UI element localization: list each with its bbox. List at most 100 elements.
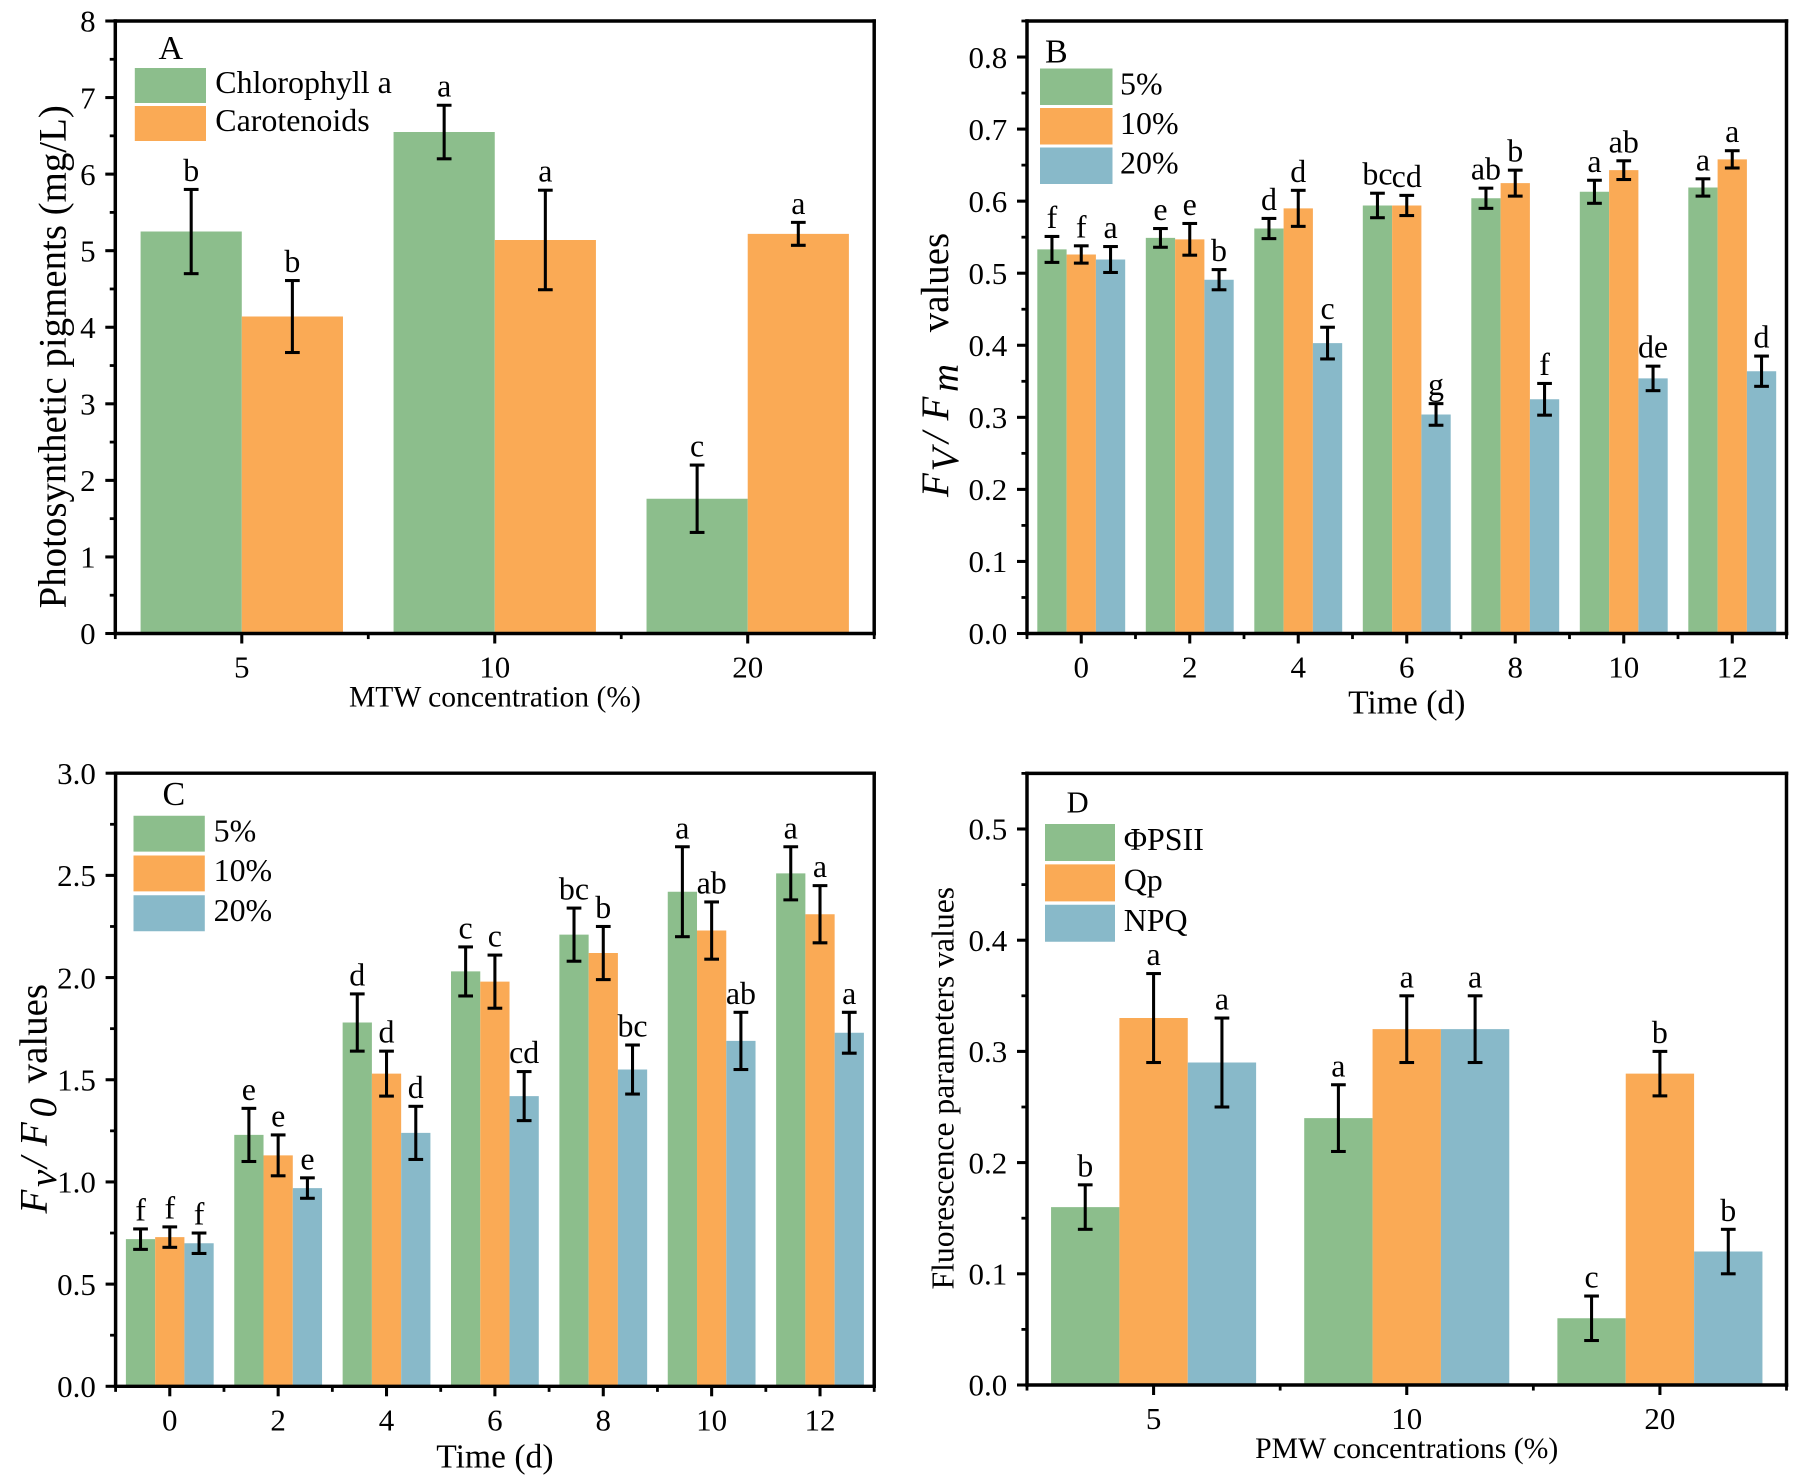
svg-text:Carotenoids: Carotenoids [215, 103, 369, 138]
svg-text:F: F [12, 1189, 55, 1215]
svg-text:0.5: 0.5 [969, 256, 1008, 291]
svg-text:g: g [1428, 367, 1444, 402]
svg-text:NPQ: NPQ [1124, 903, 1188, 938]
svg-text:8: 8 [596, 1402, 611, 1437]
svg-text:MTW concentration (%): MTW concentration (%) [349, 681, 641, 713]
svg-text:A: A [159, 30, 184, 67]
svg-text:0: 0 [1074, 649, 1089, 684]
svg-text:f: f [1076, 209, 1087, 244]
svg-text:c: c [459, 910, 473, 945]
svg-text:5%: 5% [214, 813, 257, 848]
svg-text:8: 8 [80, 4, 95, 39]
svg-text:0: 0 [162, 1402, 177, 1437]
svg-text:6: 6 [80, 157, 95, 192]
svg-text:bc: bc [617, 1009, 647, 1044]
svg-text:b: b [1652, 1015, 1668, 1050]
svg-text:0.0: 0.0 [969, 616, 1008, 651]
svg-text:Time (d): Time (d) [1348, 685, 1465, 722]
svg-text:b: b [284, 244, 300, 279]
svg-text:d: d [379, 1015, 395, 1050]
svg-text:f: f [135, 1192, 146, 1227]
svg-text:a: a [813, 849, 827, 884]
svg-text:10%: 10% [1120, 106, 1179, 141]
svg-text:0.5: 0.5 [57, 1267, 96, 1302]
svg-text:2.5: 2.5 [57, 858, 96, 893]
svg-text:0.3: 0.3 [969, 1034, 1008, 1069]
svg-text:2: 2 [80, 463, 95, 498]
svg-text:/: / [12, 1154, 55, 1170]
svg-text:10%: 10% [214, 853, 273, 888]
svg-text:c: c [1584, 1260, 1598, 1295]
svg-text:d: d [1261, 182, 1277, 217]
svg-text:4: 4 [80, 310, 95, 345]
svg-text:0.6: 0.6 [969, 184, 1008, 219]
svg-text:Chlorophyll a: Chlorophyll a [215, 65, 392, 100]
svg-text:d: d [349, 957, 365, 992]
svg-text:c: c [488, 919, 502, 954]
svg-text:b: b [1720, 1193, 1736, 1228]
svg-text:0.1: 0.1 [969, 1257, 1008, 1292]
svg-text:cd: cd [509, 1035, 539, 1070]
svg-text:0.3: 0.3 [969, 400, 1008, 435]
svg-text:a: a [1468, 959, 1482, 994]
svg-text:d: d [1290, 154, 1306, 189]
svg-text:10: 10 [479, 649, 510, 684]
svg-text:V: V [924, 444, 967, 472]
svg-text:5: 5 [1146, 1401, 1161, 1436]
svg-text:3.0: 3.0 [57, 756, 96, 791]
svg-text:ab: ab [726, 976, 756, 1011]
svg-text:f: f [164, 1190, 175, 1225]
svg-text:F: F [12, 1121, 55, 1147]
svg-text:0.4: 0.4 [969, 923, 1008, 958]
svg-text:C: C [162, 776, 185, 813]
svg-text:e: e [271, 1098, 285, 1133]
svg-text:0: 0 [80, 616, 95, 651]
svg-text:a: a [675, 810, 689, 845]
svg-text:20%: 20% [214, 893, 273, 928]
svg-text:values: values [914, 233, 957, 332]
svg-text:a: a [1400, 959, 1414, 994]
svg-text:0.1: 0.1 [969, 544, 1008, 579]
svg-text:5%: 5% [1120, 66, 1163, 101]
svg-text:d: d [1754, 320, 1770, 355]
svg-text:2.0: 2.0 [57, 960, 96, 995]
svg-text:ab: ab [1471, 152, 1501, 187]
svg-text:a: a [1215, 982, 1229, 1017]
svg-text:ab: ab [697, 865, 727, 900]
svg-text:a: a [842, 976, 856, 1011]
svg-text:d: d [408, 1070, 424, 1105]
svg-text:cd: cd [1392, 159, 1422, 194]
svg-text:1: 1 [80, 540, 95, 575]
svg-text:F: F [914, 396, 957, 422]
svg-text:f: f [194, 1197, 205, 1232]
svg-text:0.2: 0.2 [969, 1145, 1008, 1180]
svg-text:20: 20 [1644, 1401, 1675, 1436]
svg-text:e: e [1153, 192, 1167, 227]
svg-text:Time (d): Time (d) [436, 1439, 553, 1476]
svg-text:a: a [1725, 114, 1739, 149]
svg-text:1.5: 1.5 [57, 1062, 96, 1097]
svg-text:e: e [1183, 187, 1197, 222]
svg-text:2: 2 [1182, 649, 1197, 684]
svg-text:a: a [437, 69, 451, 104]
svg-text:a: a [784, 810, 798, 845]
svg-text:10: 10 [1391, 1401, 1422, 1436]
svg-text:b: b [1077, 1148, 1093, 1183]
svg-text:Photosynthetic pigments (mg/L): Photosynthetic pigments (mg/L) [31, 105, 74, 608]
svg-text:bc: bc [559, 872, 589, 907]
svg-text:10: 10 [1608, 649, 1639, 684]
svg-text:5: 5 [234, 649, 249, 684]
svg-text:e: e [242, 1072, 256, 1107]
svg-text:0.5: 0.5 [969, 812, 1008, 847]
svg-text:4: 4 [379, 1402, 394, 1437]
svg-text:10: 10 [696, 1402, 727, 1437]
svg-text:7: 7 [80, 80, 95, 115]
svg-text:a: a [1103, 210, 1117, 245]
svg-text:v: v [22, 1169, 65, 1187]
svg-text:a: a [791, 186, 805, 221]
svg-text:a: a [1146, 937, 1160, 972]
svg-text:0.7: 0.7 [969, 112, 1008, 147]
svg-text:/: / [914, 429, 957, 445]
svg-text:b: b [1507, 134, 1523, 169]
svg-text:values: values [12, 984, 55, 1083]
